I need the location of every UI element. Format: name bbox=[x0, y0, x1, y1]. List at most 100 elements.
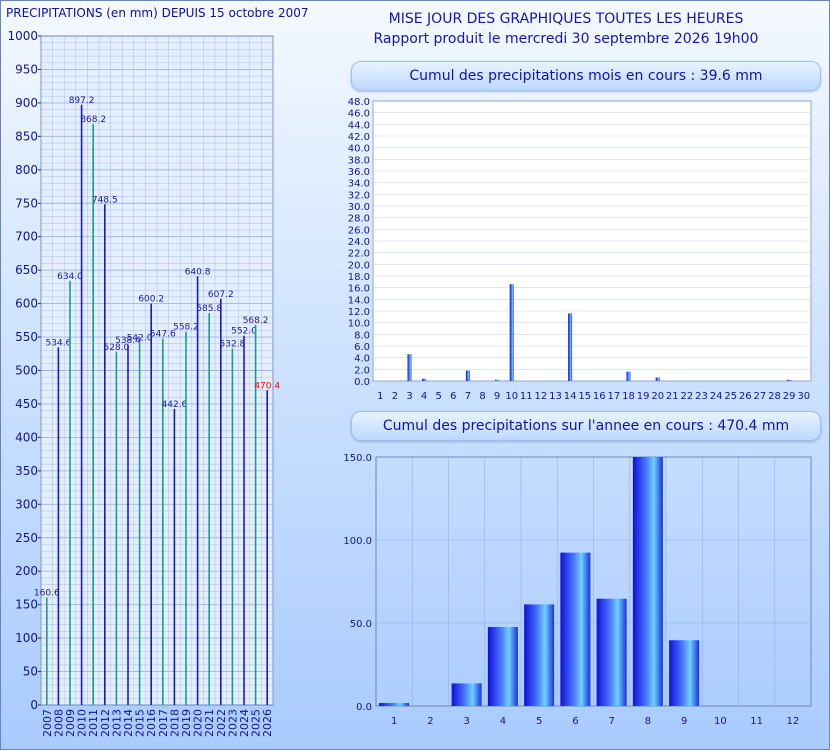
y-tick-label: 36.0 bbox=[348, 167, 370, 178]
year-x-label: 2026 bbox=[261, 709, 274, 737]
year-data-label: 568.2 bbox=[243, 316, 269, 326]
y-tick-label: 4.0 bbox=[354, 354, 370, 365]
day-x-label: 13 bbox=[549, 391, 562, 402]
y-tick-label: 250 bbox=[15, 531, 38, 545]
year-data-label: 532.8 bbox=[220, 340, 246, 350]
year-data-label: 868.2 bbox=[80, 115, 106, 125]
y-tick-label: 1000 bbox=[7, 29, 38, 43]
day-x-label: 30 bbox=[797, 391, 810, 402]
day-x-label: 8 bbox=[479, 391, 485, 402]
month-bar bbox=[632, 457, 663, 706]
month-x-label: 2 bbox=[427, 716, 433, 727]
month-x-label: 12 bbox=[787, 716, 800, 727]
y-tick-label: 8.0 bbox=[354, 330, 370, 341]
y-tick-label: 22.0 bbox=[348, 249, 370, 260]
day-x-label: 10 bbox=[505, 391, 518, 402]
day-x-label: 19 bbox=[637, 391, 650, 402]
year-data-label: 748.5 bbox=[92, 195, 118, 205]
month-bar bbox=[379, 703, 410, 706]
year-x-label: 2018 bbox=[168, 709, 181, 737]
day-x-label: 20 bbox=[651, 391, 664, 402]
day-x-label: 24 bbox=[710, 391, 723, 402]
day-x-label: 16 bbox=[593, 391, 606, 402]
y-tick-label: 600 bbox=[15, 297, 38, 311]
year-x-label: 2015 bbox=[134, 709, 147, 737]
day-x-label: 15 bbox=[578, 391, 591, 402]
day-bar bbox=[509, 284, 514, 381]
day-x-label: 9 bbox=[494, 391, 500, 402]
year-x-label: 2008 bbox=[52, 709, 65, 737]
day-bar bbox=[495, 379, 500, 381]
month-x-label: 9 bbox=[681, 716, 687, 727]
yearly-precip-chart: 0 50 100 150 200 250 300 350 400 450 500 550 600 650 7… bbox=[7, 29, 280, 737]
year-data-label: 640.8 bbox=[185, 267, 211, 277]
day-bar bbox=[655, 377, 660, 381]
day-x-label: 12 bbox=[535, 391, 548, 402]
year-x-label: 2013 bbox=[110, 709, 123, 737]
year-data-label: 547.6 bbox=[150, 330, 176, 340]
day-x-label: 26 bbox=[739, 391, 752, 402]
year-data-label: 538.4 bbox=[115, 336, 141, 346]
update-notice: MISE JOUR DES GRAPHIQUES TOUTES LES HEUR… bbox=[388, 11, 744, 27]
year-x-label: 2021 bbox=[203, 709, 216, 737]
y-tick-label: 10.0 bbox=[348, 319, 370, 330]
y-tick-label: 100.0 bbox=[343, 536, 372, 547]
day-bar bbox=[422, 378, 427, 381]
year-x-label: 2009 bbox=[64, 709, 77, 737]
day-x-label: 21 bbox=[666, 391, 679, 402]
year-data-label: 558.2 bbox=[173, 323, 199, 333]
month-x-label: 1 bbox=[391, 716, 397, 727]
month-x-label: 4 bbox=[500, 716, 506, 727]
y-tick-label: 48.0 bbox=[348, 97, 370, 108]
month-x-label: 11 bbox=[750, 716, 763, 727]
year-x-label: 2016 bbox=[145, 709, 158, 737]
year-x-label: 2014 bbox=[122, 709, 135, 737]
day-x-label: 18 bbox=[622, 391, 635, 402]
y-tick-label: 2.0 bbox=[354, 365, 370, 376]
y-tick-label: 0 bbox=[30, 698, 38, 712]
year-total-banner: Cumul des precipitations sur l'annee en … bbox=[351, 411, 821, 441]
month-x-label: 6 bbox=[572, 716, 578, 727]
day-x-label: 3 bbox=[406, 391, 412, 402]
day-x-label: 2 bbox=[392, 391, 398, 402]
y-tick-label: 450 bbox=[15, 397, 38, 411]
month-bar bbox=[596, 598, 627, 706]
month-total-banner: Cumul des precipitations mois en cours :… bbox=[351, 61, 821, 91]
year-x-label: 2025 bbox=[250, 709, 263, 737]
day-x-label: 17 bbox=[608, 391, 621, 402]
y-tick-label: 650 bbox=[15, 263, 38, 277]
y-tick-label: 200 bbox=[15, 564, 38, 578]
day-bar bbox=[626, 371, 631, 381]
year-x-label: 2019 bbox=[180, 709, 193, 737]
y-tick-label: 400 bbox=[15, 430, 38, 444]
y-tick-label: 0.0 bbox=[354, 377, 370, 388]
year-data-label: 607.2 bbox=[208, 290, 234, 300]
year-x-label: 2012 bbox=[99, 709, 112, 737]
y-tick-label: 350 bbox=[15, 464, 38, 478]
day-x-label: 11 bbox=[520, 391, 533, 402]
report-date: Rapport produit le mercredi 30 septembre… bbox=[373, 31, 759, 47]
y-tick-label: 950 bbox=[15, 62, 38, 76]
year-x-label: 2007 bbox=[41, 709, 54, 737]
year-data-label: 442.6 bbox=[162, 400, 188, 410]
day-x-label: 4 bbox=[421, 391, 427, 402]
y-tick-label: 12.0 bbox=[348, 307, 370, 318]
y-tick-label: 150.0 bbox=[343, 453, 372, 464]
month-bar bbox=[451, 683, 482, 706]
y-tick-label: 500 bbox=[15, 364, 38, 378]
year-x-label: 2024 bbox=[238, 709, 251, 737]
year-x-label: 2010 bbox=[76, 709, 89, 737]
y-tick-label: 44.0 bbox=[348, 120, 370, 131]
yearly-chart-title: PRECIPITATIONS (en mm) DEPUIS 15 octobre… bbox=[6, 6, 309, 20]
y-tick-label: 850 bbox=[15, 129, 38, 143]
day-x-label: 27 bbox=[754, 391, 767, 402]
y-tick-label: 20.0 bbox=[348, 260, 370, 271]
y-tick-label: 700 bbox=[15, 230, 38, 244]
year-data-label: 470.4 bbox=[254, 381, 280, 391]
year-data-label: 897.2 bbox=[69, 96, 95, 106]
y-tick-label: 50.0 bbox=[350, 619, 372, 630]
day-x-label: 29 bbox=[783, 391, 796, 402]
y-tick-label: 800 bbox=[15, 163, 38, 177]
day-x-label: 25 bbox=[724, 391, 737, 402]
monthly-precip-chart: 0.02.04.06.08.010.012.014.016.018.020.02… bbox=[348, 97, 812, 402]
